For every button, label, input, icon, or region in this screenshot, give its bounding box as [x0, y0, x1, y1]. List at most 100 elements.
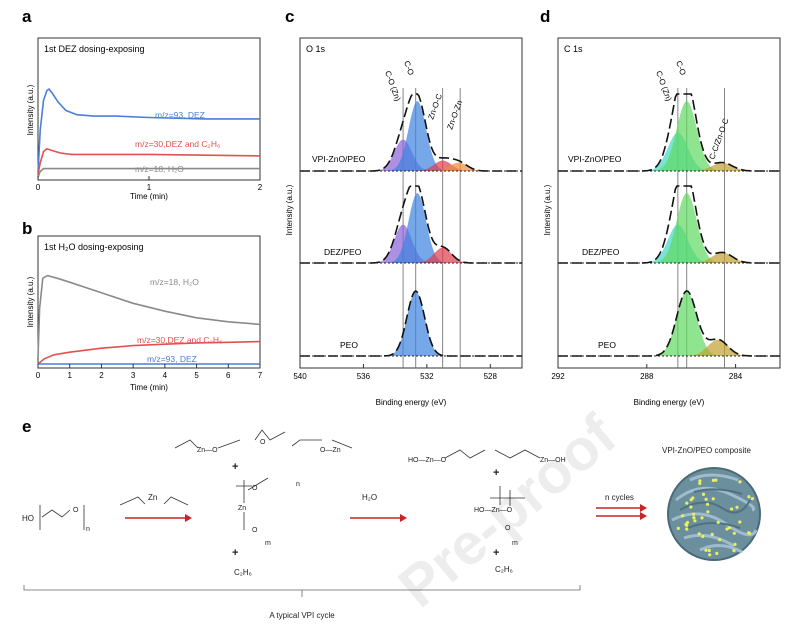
series-label-b-2: m/z=93, DEZ	[147, 354, 197, 364]
zno-particle	[689, 505, 693, 509]
zno-particle	[738, 520, 742, 524]
zno-particle	[738, 480, 742, 484]
zno-particle	[733, 542, 737, 547]
ticks-group-d: 292 288 284	[551, 364, 743, 381]
zno-particle	[730, 507, 734, 511]
zno-particle	[691, 496, 695, 500]
component-peak-d-1-0	[558, 224, 780, 263]
ylabel-c: Intensity (a.u.)	[285, 184, 294, 235]
byproduct-2: C₂H₆	[495, 565, 513, 574]
zno-particle	[716, 520, 720, 525]
tick-label-d-0: 292	[551, 372, 565, 381]
zno-particle	[711, 497, 715, 501]
ylabel-d: Intensity (a.u.)	[543, 184, 552, 235]
ylabel-b: Intensity (a.u.)	[26, 276, 35, 327]
xlabel-b: Time (min)	[130, 383, 168, 392]
component-peak-d-1-1	[558, 193, 780, 263]
svg-text:n: n	[296, 481, 300, 488]
zno-particle	[681, 514, 685, 518]
ticks-group-b: 0 1 2 3 4 5 6 7	[36, 364, 263, 380]
plot-frame-b	[37, 235, 261, 369]
svg-text:m: m	[512, 540, 518, 547]
plus-2: +	[232, 547, 238, 559]
reaction-arrowhead-1	[185, 514, 192, 522]
series-line-a-2	[37, 167, 260, 178]
cycle-arrowhead-1	[640, 504, 647, 512]
peak-label-d-0: C-O (Zn)	[654, 70, 673, 103]
xlabel-a: Time (min)	[130, 192, 168, 201]
tick-label-b-5: 5	[194, 371, 199, 380]
plus-1: +	[232, 461, 238, 473]
title-d: C 1s	[564, 44, 583, 54]
plot-frame-a	[37, 37, 261, 181]
tick-label-b-6: 6	[226, 371, 231, 380]
tick-label-d-1: 288	[640, 372, 654, 381]
series-label-b-1: m/z=30,DEZ and C₂H₆	[137, 335, 222, 345]
zno-particle	[698, 479, 702, 483]
component-peak-c-0-3	[300, 162, 522, 171]
product-chain-2	[490, 486, 525, 506]
peak-label-d-2: C-C/Zn-O-C	[707, 117, 730, 161]
panel-letter-e: e	[22, 417, 31, 436]
series-group-b	[37, 274, 261, 365]
zno-particle	[727, 526, 732, 530]
tick-label-c-0: 540	[293, 372, 307, 381]
tick-label-b-2: 2	[99, 371, 104, 380]
dez-reagent: Zn	[119, 493, 189, 506]
tick-label-c-1: 536	[357, 372, 371, 381]
svg-text:O: O	[252, 527, 258, 534]
svg-text:Zn—OH: Zn—OH	[540, 457, 566, 464]
zno-particle	[676, 526, 680, 531]
tick-label-b-0: 0	[36, 371, 41, 380]
zno-particle	[685, 523, 689, 527]
svg-text:Zn—O: Zn—O	[197, 447, 218, 454]
panel-c: O 1s Intensity (a.u.) Binding energy (eV…	[285, 37, 523, 407]
zno-particle	[750, 497, 755, 501]
panel-letter-a: a	[22, 7, 32, 26]
component-peak-d-0-2	[558, 162, 780, 171]
peak-label-c-0: C-O (Zn)	[383, 70, 402, 103]
title-b: 1st H₂O dosing-exposing	[44, 242, 144, 252]
sample-label-d-2: PEO	[598, 340, 616, 350]
zno-particle	[692, 512, 696, 516]
peak-label-d-1: C-O	[674, 60, 687, 77]
scheme-panel-e: HO O n Zn Zn—O O O—Zn + Zn O n O m + C₂H…	[22, 429, 761, 620]
zno-particle	[697, 532, 701, 536]
title-a: 1st DEZ dosing-exposing	[44, 44, 145, 54]
sample-label-d-1: DEZ/PEO	[582, 247, 620, 257]
plot-frame-c	[299, 37, 523, 369]
svg-text:O: O	[505, 525, 511, 532]
zno-particle	[714, 478, 718, 482]
peo-chain	[39, 505, 85, 530]
zno-particle	[701, 534, 705, 539]
zno-particle	[692, 516, 696, 520]
zno-particle	[706, 502, 710, 506]
spectra-group-d	[558, 88, 780, 368]
tick-label-d-2: 284	[729, 372, 743, 381]
tick-label-c-2: 532	[420, 372, 434, 381]
water-label: H₂O	[362, 493, 377, 502]
sample-label-c-2: PEO	[340, 340, 358, 350]
zno-particle	[704, 548, 708, 552]
plus-4: +	[493, 547, 499, 559]
zno-particle	[685, 520, 690, 525]
component-peak-d-0-1	[558, 101, 780, 171]
tick-label-a-1: 1	[147, 183, 152, 192]
series-line-b-1	[37, 340, 261, 365]
zno-particle	[718, 538, 722, 542]
watermark: Pre-proof	[387, 402, 629, 620]
intermediate-chain-2	[236, 477, 269, 530]
zno-particle	[747, 495, 751, 499]
component-peak-d-2-0	[558, 291, 780, 356]
zno-particle	[700, 516, 704, 520]
panel-a: 1st DEZ dosing-exposing Intensity (a.u.)…	[26, 37, 263, 201]
zno-particle	[706, 510, 710, 514]
series-label-a-2: m/z=18, H₂O	[135, 164, 184, 174]
series-line-b-0	[37, 274, 261, 358]
svg-text:O—Zn: O—Zn	[320, 447, 341, 454]
tick-label-a-2: 2	[258, 183, 263, 192]
sample-label-d-0: VPI-ZnO/PEO	[568, 154, 622, 164]
cycle-arrowhead-2	[640, 512, 647, 520]
component-peak-c-1-1	[300, 193, 522, 263]
